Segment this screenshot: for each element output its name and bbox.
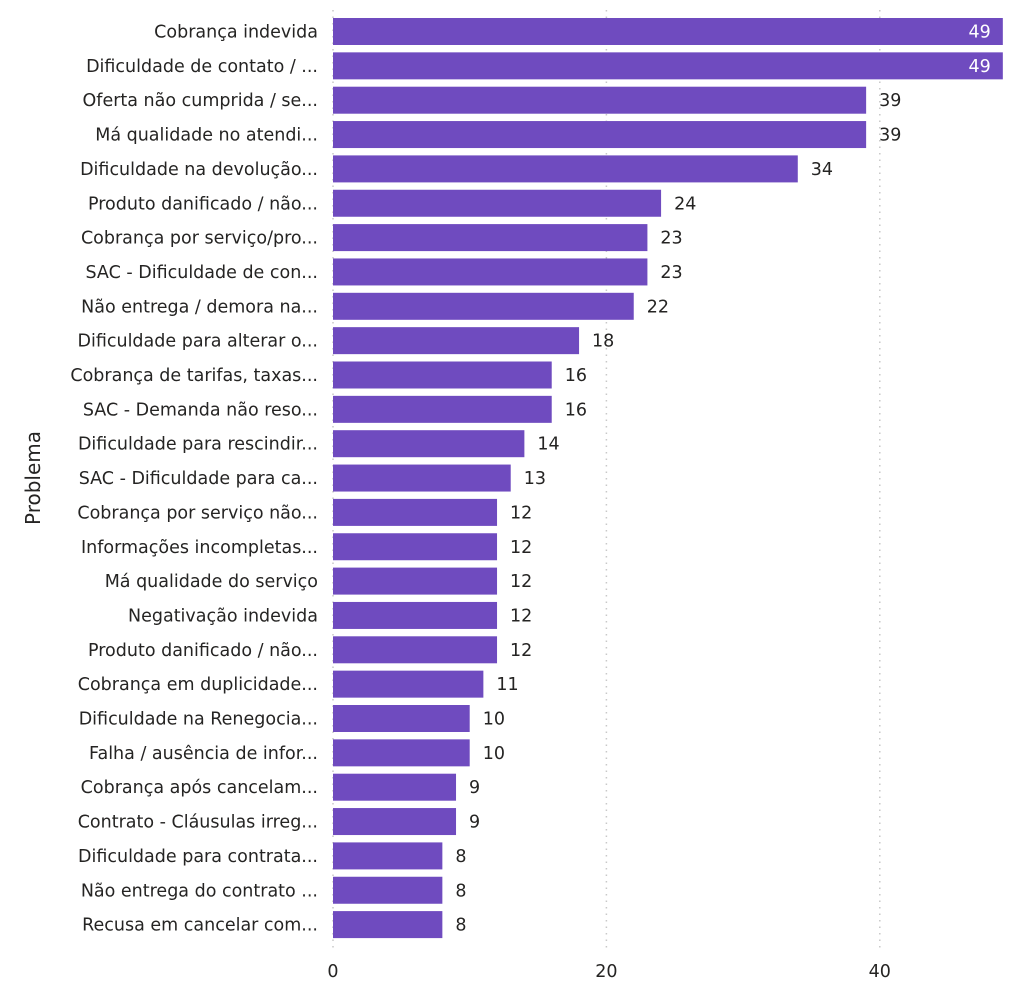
category-label: Má qualidade no atendi...: [95, 126, 318, 146]
category-label: Cobrança por serviço/pro...: [81, 229, 318, 249]
bar[interactable]: [333, 808, 457, 836]
category-label: Cobrança em duplicidade...: [78, 675, 318, 695]
category-label: Dificuldade na devolução...: [80, 160, 318, 180]
data-label: 11: [496, 675, 518, 695]
category-label: Dificuldade para alterar o...: [78, 332, 319, 352]
bar[interactable]: [333, 52, 1003, 80]
data-label: 23: [660, 263, 682, 283]
category-label: Cobrança por serviço não...: [77, 503, 318, 523]
category-label: Produto danificado / não...: [88, 641, 318, 661]
category-label: Falha / ausência de infor...: [89, 744, 318, 764]
data-label: 24: [674, 194, 696, 214]
data-label: 10: [483, 710, 505, 730]
bar[interactable]: [333, 533, 498, 561]
bar[interactable]: [333, 498, 498, 526]
x-axis-ticks: 0 20 40: [327, 962, 891, 982]
data-label: 12: [510, 572, 532, 592]
data-label: 23: [660, 229, 682, 249]
category-label: Cobrança após cancelam...: [81, 778, 318, 798]
category-label: SAC - Demanda não reso...: [83, 400, 318, 420]
bar[interactable]: [333, 739, 470, 767]
data-label: 9: [469, 778, 480, 798]
x-tick-label: 0: [327, 962, 338, 982]
data-label: 49: [969, 57, 991, 77]
data-label: 10: [483, 744, 505, 764]
bar[interactable]: [333, 842, 443, 870]
bar[interactable]: [333, 155, 798, 183]
data-label: 34: [811, 160, 833, 180]
data-label: 16: [565, 366, 587, 386]
data-label: 14: [537, 435, 559, 455]
bar[interactable]: [333, 121, 867, 149]
data-label: 12: [510, 503, 532, 523]
category-label: Não entrega / demora na...: [81, 297, 318, 317]
data-label: 9: [469, 813, 480, 833]
bar[interactable]: [333, 705, 470, 732]
y-axis-title: Problema: [21, 431, 45, 525]
category-label: SAC - Dificuldade para ca...: [79, 469, 318, 489]
category-label: Não entrega do contrato ...: [81, 881, 318, 901]
category-label: Cobrança indevida: [154, 23, 318, 43]
bar[interactable]: [333, 670, 484, 698]
bar[interactable]: [333, 224, 648, 252]
bars: [333, 18, 1003, 939]
data-label: 8: [455, 916, 466, 936]
data-label: 8: [455, 881, 466, 901]
bar[interactable]: [333, 876, 443, 904]
data-label: 22: [647, 297, 669, 317]
data-label: 16: [565, 400, 587, 420]
category-label: Dificuldade para rescindir...: [78, 435, 318, 455]
category-label: SAC - Dificuldade de con...: [85, 263, 318, 283]
bar[interactable]: [333, 327, 580, 355]
bar[interactable]: [333, 911, 443, 939]
bar[interactable]: [333, 258, 648, 286]
data-label: 12: [510, 538, 532, 558]
bar[interactable]: [333, 86, 867, 114]
x-tick-label: 20: [595, 962, 617, 982]
bar[interactable]: [333, 773, 457, 801]
category-label: Recusa em cancelar com...: [82, 916, 318, 936]
data-label: 12: [510, 641, 532, 661]
bar[interactable]: [333, 18, 1003, 45]
category-label: Contrato - Cláusulas irreg...: [78, 813, 318, 833]
category-label: Dificuldade na Renegocia...: [79, 710, 318, 730]
data-label: 18: [592, 332, 614, 352]
value-labels: 4949393934242323221816161413121212121211…: [455, 23, 990, 936]
data-label: 39: [879, 126, 901, 146]
data-label: 49: [969, 23, 991, 43]
bar[interactable]: [333, 430, 525, 458]
category-label: Dificuldade de contato / ...: [86, 57, 318, 77]
category-label: Cobrança de tarifas, taxas...: [70, 366, 318, 386]
category-label: Má qualidade do serviço: [105, 572, 318, 592]
data-label: 12: [510, 606, 532, 626]
x-tick-label: 40: [869, 962, 891, 982]
bar[interactable]: [333, 567, 498, 595]
category-label: Dificuldade para contrata...: [78, 847, 318, 867]
data-label: 8: [455, 847, 466, 867]
bar[interactable]: [333, 189, 662, 217]
data-label: 13: [524, 469, 546, 489]
bar[interactable]: [333, 601, 498, 629]
category-label: Negativação indevida: [128, 606, 318, 626]
bar[interactable]: [333, 464, 511, 492]
category-label: Oferta não cumprida / se...: [83, 91, 318, 111]
category-label: Informações incompletas...: [81, 538, 318, 558]
category-label: Produto danificado / não...: [88, 194, 318, 214]
bar[interactable]: [333, 636, 498, 664]
category-labels: Cobrança indevida Dificuldade de contato …: [70, 23, 318, 936]
bar[interactable]: [333, 292, 634, 320]
data-label: 39: [879, 91, 901, 111]
bar[interactable]: [333, 395, 552, 423]
bar[interactable]: [333, 361, 552, 389]
